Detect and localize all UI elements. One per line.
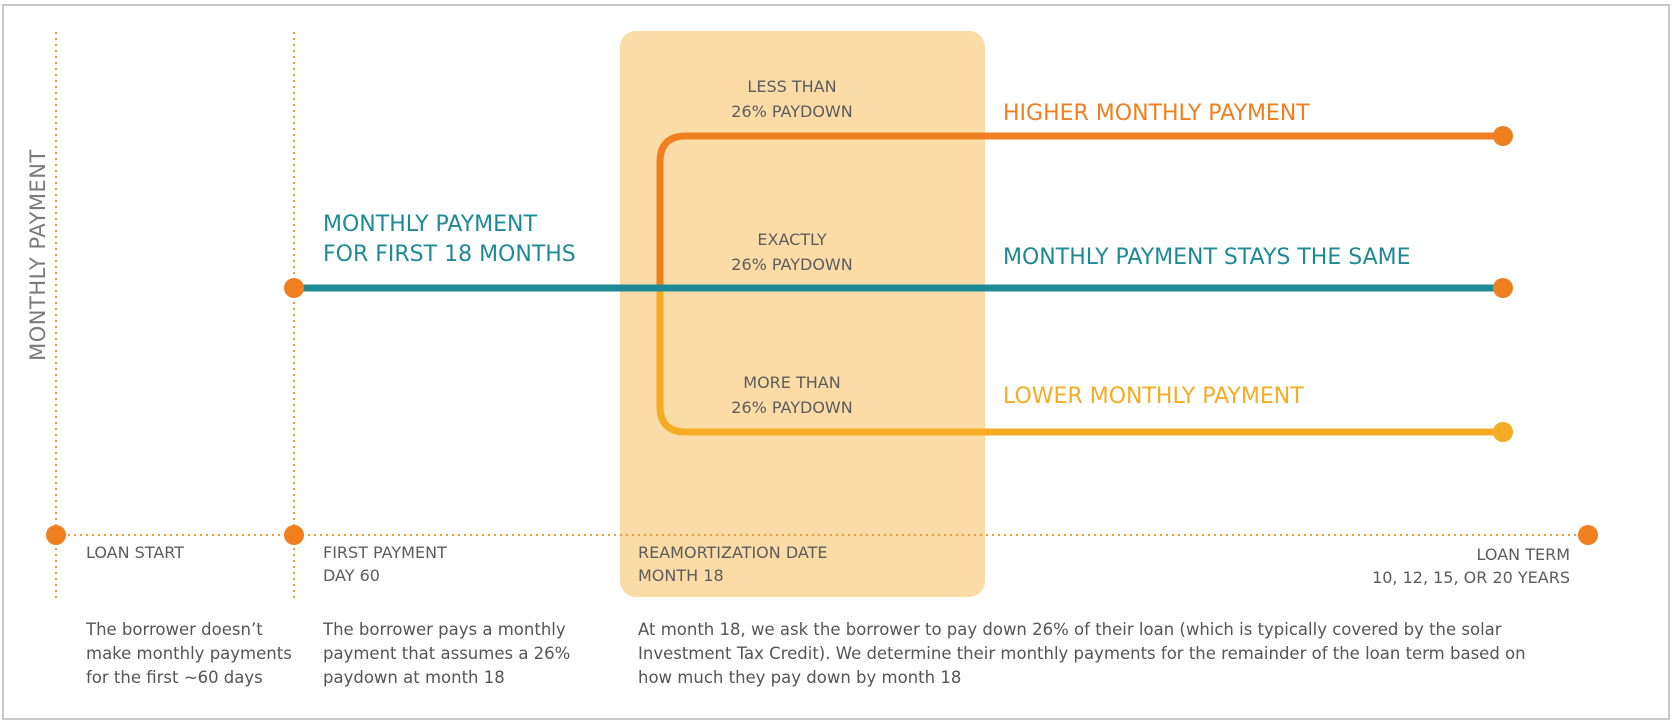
reamortization-window <box>620 31 985 597</box>
lower-payment-line <box>656 286 1507 436</box>
less-than-paydown-label: LESS THAN 26% PAYDOWN <box>692 74 892 124</box>
loan-start-dot <box>46 525 66 545</box>
less-than-line2: 26% PAYDOWN <box>731 102 853 121</box>
initial-payment-startpoint <box>284 278 304 298</box>
first-payment-description: The borrower pays a monthly payment that… <box>323 620 571 687</box>
first-payment-dot <box>284 525 304 545</box>
lower-payment-endpoint <box>1493 422 1513 442</box>
milestone-loan-start: LOAN START <box>86 543 184 562</box>
lower-payment-label: LOWER MONTHLY PAYMENT <box>1003 384 1304 409</box>
initial-payment-line1: MONTHLY PAYMENT <box>323 212 537 237</box>
higher-payment-endpoint <box>1493 126 1513 146</box>
milestone-reamortization-title: REAMORTIZATION DATE <box>638 543 828 562</box>
exactly-line1: EXACTLY <box>757 230 827 249</box>
milestone-loan-start-title: LOAN START <box>86 543 185 562</box>
initial-payment-line2: FOR FIRST 18 MONTHS <box>323 242 576 267</box>
reamortization-description: At month 18, we ask the borrower to pay … <box>638 620 1526 687</box>
exactly-paydown-label: EXACTLY 26% PAYDOWN <box>692 227 892 277</box>
initial-payment-label: MONTHLY PAYMENT FOR FIRST 18 MONTHS <box>323 210 576 270</box>
higher-payment-line <box>656 132 1507 294</box>
same-payment-endpoint <box>1493 278 1513 298</box>
less-than-line1: LESS THAN <box>747 77 837 96</box>
milestone-first-payment-title: FIRST PAYMENT <box>323 543 447 562</box>
same-payment-label: MONTHLY PAYMENT STAYS THE SAME <box>1003 245 1411 270</box>
milestone-loan-term-title: LOAN TERM <box>1476 545 1570 564</box>
exactly-line2: 26% PAYDOWN <box>731 255 853 274</box>
loan-start-description: The borrower doesn’t make monthly paymen… <box>86 620 292 687</box>
higher-payment-label: HIGHER MONTHLY PAYMENT <box>1003 101 1310 126</box>
more-than-paydown-label: MORE THAN 26% PAYDOWN <box>692 370 892 420</box>
loan-term-dot <box>1578 525 1598 545</box>
milestone-reamortization: REAMORTIZATION DATE MONTH 18 <box>638 543 827 585</box>
milestone-first-payment: FIRST PAYMENT DAY 60 <box>323 543 447 585</box>
y-axis-label: MONTHLY PAYMENT <box>26 149 50 361</box>
milestone-loan-term-subtitle: 10, 12, 15, OR 20 YEARS <box>1372 568 1570 587</box>
more-than-line1: MORE THAN <box>743 373 841 392</box>
milestone-loan-term: LOAN TERM 10, 12, 15, OR 20 YEARS <box>1372 545 1570 587</box>
milestone-reamortization-subtitle: MONTH 18 <box>638 566 724 585</box>
milestone-first-payment-subtitle: DAY 60 <box>323 566 380 585</box>
more-than-line2: 26% PAYDOWN <box>731 398 853 417</box>
